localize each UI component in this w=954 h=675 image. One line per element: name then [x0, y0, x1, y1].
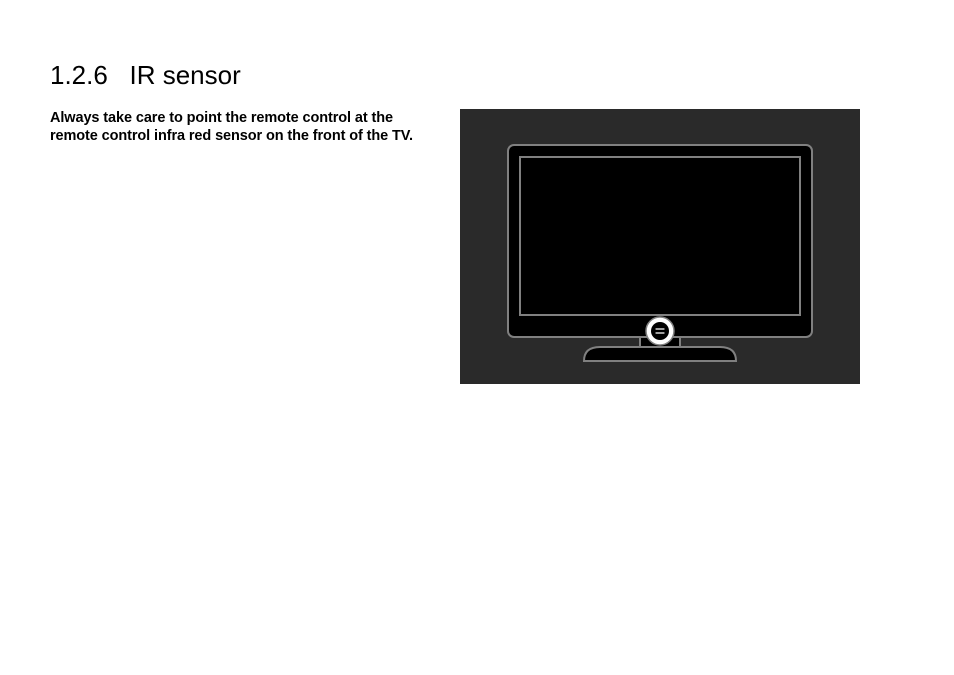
tv-figure [460, 109, 860, 384]
body-text: Always take care to point the remote con… [50, 109, 430, 145]
section-number: 1.2.6 [50, 60, 108, 90]
content-row: Always take care to point the remote con… [50, 109, 904, 384]
section-title: IR sensor [130, 60, 241, 90]
tv-illustration [460, 109, 860, 384]
document-page: 1.2.6 IR sensor Always take care to poin… [0, 0, 954, 675]
section-heading: 1.2.6 IR sensor [50, 60, 904, 91]
